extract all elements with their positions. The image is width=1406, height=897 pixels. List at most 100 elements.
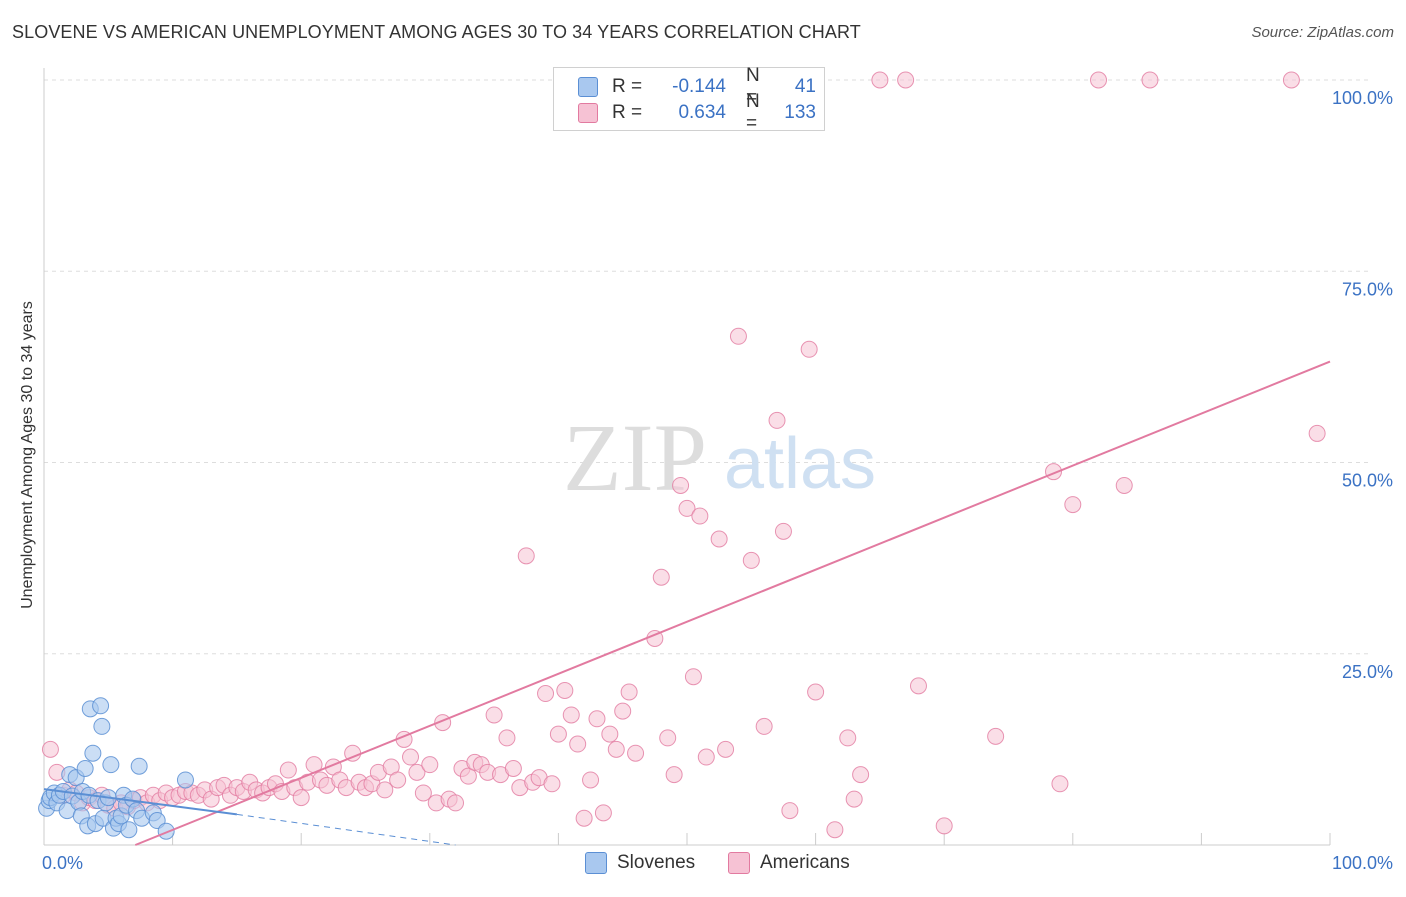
point-americans: [897, 71, 915, 89]
point-americans: [672, 476, 690, 494]
y-axis-label: Unemployment Among Ages 30 to 34 years: [19, 301, 36, 609]
point-slovenes: [93, 717, 111, 735]
point-americans: [871, 71, 889, 89]
point-americans: [697, 748, 715, 766]
point-americans: [543, 775, 561, 793]
y-tick-label: 50.0%: [1342, 471, 1393, 491]
point-slovenes: [84, 744, 102, 762]
point-americans: [845, 790, 863, 808]
point-americans: [826, 821, 844, 839]
watermark-zip: ZIP: [563, 404, 707, 511]
series-legend: Slovenes Americans: [0, 852, 1406, 878]
point-americans: [691, 507, 709, 525]
x-tick-label: 0.0%: [42, 853, 83, 873]
point-americans: [781, 802, 799, 820]
point-americans: [537, 685, 555, 703]
point-americans: [614, 702, 632, 720]
point-americans: [402, 748, 420, 766]
point-americans: [1141, 71, 1159, 89]
point-americans: [582, 771, 600, 789]
point-americans: [807, 683, 825, 701]
legend-n-label: N =: [746, 91, 760, 134]
point-americans: [627, 744, 645, 762]
legend-r-value-slovenes: -0.144: [672, 76, 726, 97]
point-americans: [755, 717, 773, 735]
point-americans: [517, 547, 535, 565]
chart-title: SLOVENE VS AMERICAN UNEMPLOYMENT AMONG A…: [12, 22, 861, 42]
y-tick-label: 100.0%: [1332, 88, 1393, 108]
point-americans: [601, 725, 619, 743]
point-americans: [678, 499, 696, 517]
point-slovenes: [130, 757, 148, 775]
point-slovenes: [176, 771, 194, 789]
point-americans: [1308, 424, 1326, 442]
point-americans: [800, 340, 818, 358]
point-americans: [935, 817, 953, 835]
trend-line-americans: [134, 360, 1331, 846]
point-americans: [710, 530, 728, 548]
tick-labels: 25.0% 50.0% 75.0% 100.0% 0.0% 100.0%: [42, 88, 1393, 873]
legend-n-value-americans: 133: [784, 102, 816, 123]
axes: [43, 68, 1331, 846]
chart-source: Source: ZipAtlas.com: [1251, 24, 1394, 41]
point-slovenes: [92, 697, 110, 715]
point-americans: [389, 771, 407, 789]
grid-layer: [44, 79, 1370, 655]
legend-r-label: R =: [612, 102, 643, 123]
point-americans: [665, 766, 683, 784]
y-tick-label: 75.0%: [1342, 279, 1393, 299]
point-americans: [652, 568, 670, 586]
trend-line-slovenes: [43, 788, 238, 816]
legend-swatch-slovenes: [578, 77, 598, 97]
point-americans: [1051, 775, 1069, 793]
point-slovenes: [76, 760, 94, 777]
legend-label-slovenes: Slovenes: [617, 852, 696, 873]
legend-r-label: R =: [612, 76, 643, 97]
point-americans: [485, 706, 503, 724]
point-americans: [556, 681, 574, 699]
point-americans: [659, 729, 677, 747]
point-americans: [421, 756, 439, 774]
point-americans: [588, 710, 606, 728]
point-americans: [729, 327, 747, 345]
watermark: ZIP atlas: [563, 404, 876, 511]
legend-n-label: N =: [746, 65, 760, 108]
point-americans: [742, 551, 760, 569]
point-americans: [620, 683, 638, 701]
point-americans: [717, 740, 735, 758]
point-americans: [1090, 71, 1108, 89]
point-americans: [414, 784, 432, 802]
point-slovenes: [120, 821, 138, 839]
point-americans: [408, 763, 426, 781]
legend-item-americans[interactable]: Americans: [728, 852, 850, 874]
legend-n-value-slovenes: 41: [794, 76, 816, 97]
trend-lines: [43, 360, 1331, 846]
y-tick-label: 25.0%: [1342, 662, 1393, 682]
point-americans: [594, 804, 612, 822]
point-americans: [569, 735, 587, 753]
point-americans: [768, 411, 786, 429]
watermark-atlas: atlas: [724, 424, 876, 504]
point-americans: [1064, 496, 1082, 514]
point-americans: [684, 668, 702, 686]
point-americans: [575, 809, 593, 827]
legend-label-americans: Americans: [760, 852, 850, 873]
point-americans: [1282, 71, 1300, 89]
legend-row-americans: R = 0.634 N = 133: [578, 91, 816, 134]
point-americans: [774, 522, 792, 540]
point-americans: [839, 729, 857, 747]
point-slovenes: [157, 822, 175, 840]
legend-item-slovenes[interactable]: Slovenes: [585, 852, 695, 874]
legend-swatch-americans: [728, 852, 750, 874]
point-americans: [549, 725, 567, 743]
trend-line-slovenes-extension: [236, 813, 456, 846]
legend-row-slovenes: R = -0.144 N = 41: [578, 65, 816, 108]
point-americans: [41, 740, 59, 758]
point-americans: [504, 760, 522, 777]
point-americans: [292, 789, 310, 807]
point-americans: [562, 706, 580, 724]
legend-swatch-americans: [578, 103, 598, 123]
point-americans: [987, 727, 1005, 745]
